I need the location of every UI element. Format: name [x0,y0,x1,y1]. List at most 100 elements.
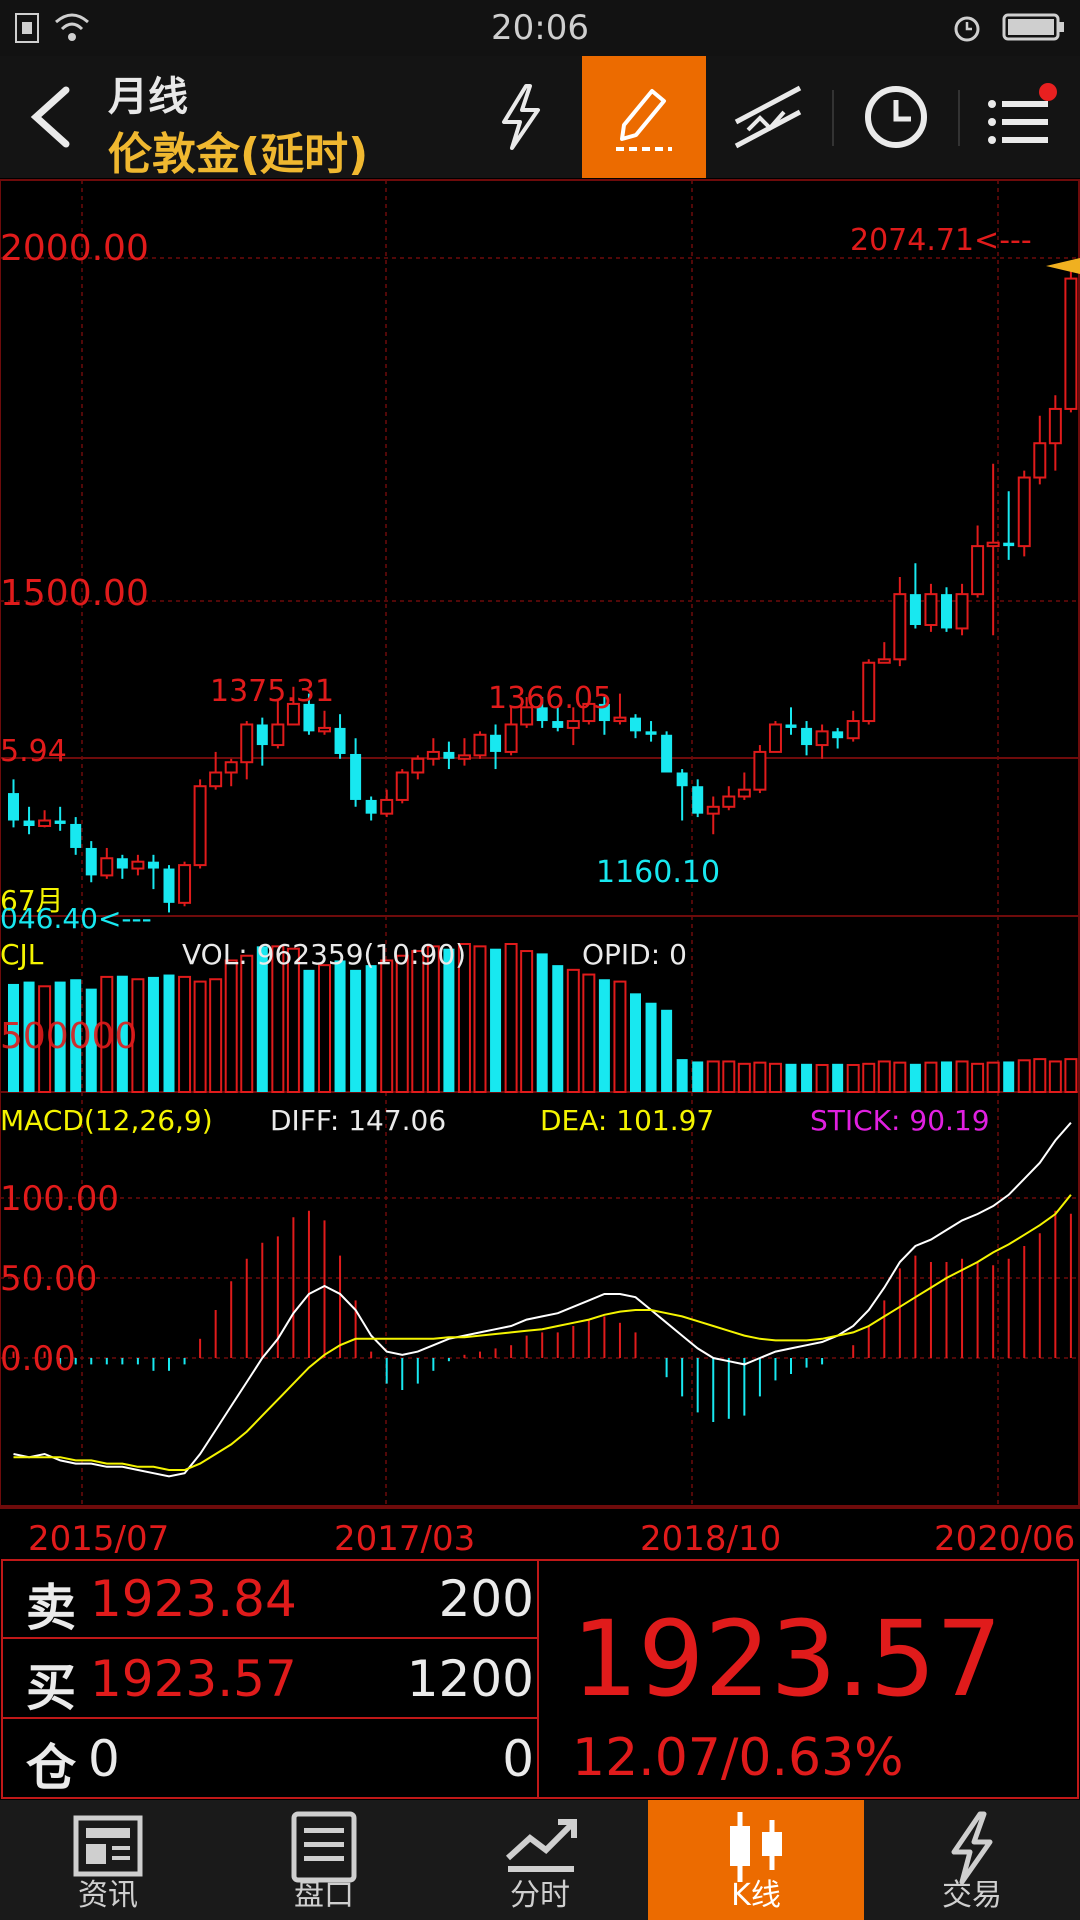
period-left-label: 67月 [0,884,64,917]
volume-bar [473,945,487,1093]
news-icon [73,1815,143,1877]
candle-body [473,733,487,757]
candle-body [147,861,159,869]
volume-bar [971,1062,985,1093]
x-axis-label: 2020/06 [934,1519,1075,1558]
indicator-button[interactable] [706,56,830,178]
back-icon[interactable] [26,84,76,150]
flash-button[interactable] [458,56,582,178]
quote-panel: 卖 1923.84 200 买 1923.57 1200 仓 0 0 1923.… [0,1558,1080,1800]
x-axis-label: 2018/10 [640,1519,781,1558]
trendline-icon [734,85,802,149]
candle-body [877,658,891,664]
vol-axis-label: 500000 [0,1016,137,1057]
candle-body [815,730,829,747]
menu-button[interactable] [960,56,1080,178]
draw-button[interactable] [582,56,706,178]
candle-body [986,541,1000,548]
volume-bar [753,1061,767,1094]
tab-label: 交易 [942,1878,1002,1913]
candle-body [862,661,876,723]
candle-body [661,734,673,773]
tab-orderbook[interactable]: 盘口 [216,1800,432,1920]
volume-bar [240,954,254,1093]
volume-bar [1033,1058,1047,1093]
candle-body [737,788,751,798]
kline-chart[interactable]: 2000.00 1500.00 5.94 67月 046.40<--- 2074… [0,178,1080,1559]
period-button[interactable] [834,56,958,178]
volume-bar [457,943,471,1093]
candlestick-icon [730,1812,782,1882]
volume-bar [256,946,268,1092]
candle-body [365,799,377,814]
price-left-label: 5.94 [0,734,67,769]
candle-body [240,723,254,764]
volume-bar [271,945,285,1093]
candle-body [909,594,921,626]
volume-bar [955,1060,969,1094]
volume-bar [552,965,564,1092]
candle-body [116,858,128,869]
volume-bar [334,960,346,1092]
vol-name: CJL [0,938,44,971]
tab-label: 资讯 [78,1878,138,1913]
candle-body [645,731,657,735]
instrument-title[interactable]: 伦敦金(延时) [108,129,369,180]
volume-bar [630,993,641,1092]
candle-body [924,593,938,627]
volume-bar [411,950,425,1093]
quote-grid [1,1559,1079,1799]
macd-axis-label-50: 50.00 [0,1259,97,1299]
candle-body [785,724,797,728]
candle-body [224,761,238,774]
candle-body [457,754,471,760]
macd-series [12,1122,1072,1478]
volume-bar [209,978,223,1093]
volume-bar [395,954,409,1093]
header: 月线 伦敦金(延时) [0,56,1080,180]
candle-body [722,795,736,808]
volume-bar [54,981,66,1092]
macd-dea: DEA: 101.97 [540,1104,714,1137]
candle-body [768,723,782,753]
volume-bar [706,1060,720,1094]
candle-body [443,751,455,759]
sell-label: 卖 [26,1579,76,1637]
last-price: 1923.57 [572,1598,1003,1720]
volume-bar [193,980,207,1093]
tab-kline[interactable]: K线 [648,1800,864,1920]
candle-body [350,753,362,800]
volume-bar [8,983,19,1092]
volume-bar [443,948,455,1092]
volume-bar [504,943,518,1093]
candle-body [1064,277,1078,410]
volume-bar [100,975,114,1094]
volume-bar [38,985,52,1093]
candle-body [846,720,860,740]
volume-bar [536,953,548,1092]
candle-body [38,819,52,828]
volume-bar [426,945,440,1093]
tab-trade[interactable]: 交易 [864,1800,1080,1920]
volume-bar [613,980,627,1093]
volume-bar [380,959,394,1094]
tab-news[interactable]: 资讯 [0,1800,216,1920]
candle-body [566,720,580,729]
tab-intraday[interactable]: 分时 [432,1800,648,1920]
chart-canvas[interactable]: 2000.00 1500.00 5.94 67月 046.40<--- 2074… [0,178,1080,1559]
buy-price: 1923.57 [90,1650,297,1708]
volume-bar [768,1062,782,1093]
macd-name: MACD(12,26,9) [0,1104,213,1137]
volume-bar [116,975,128,1092]
volume-bar [365,965,377,1092]
candle-body [598,703,610,722]
x-axis-label: 2017/03 [334,1519,475,1558]
sell-price: 1923.84 [90,1570,297,1628]
candle-body [520,706,534,726]
position-value: 0 [88,1730,120,1788]
candle-body [178,864,192,904]
candle-body [23,820,35,827]
position-qty: 0 [502,1730,534,1788]
volume-bar [350,969,362,1092]
candle-body [163,868,175,903]
